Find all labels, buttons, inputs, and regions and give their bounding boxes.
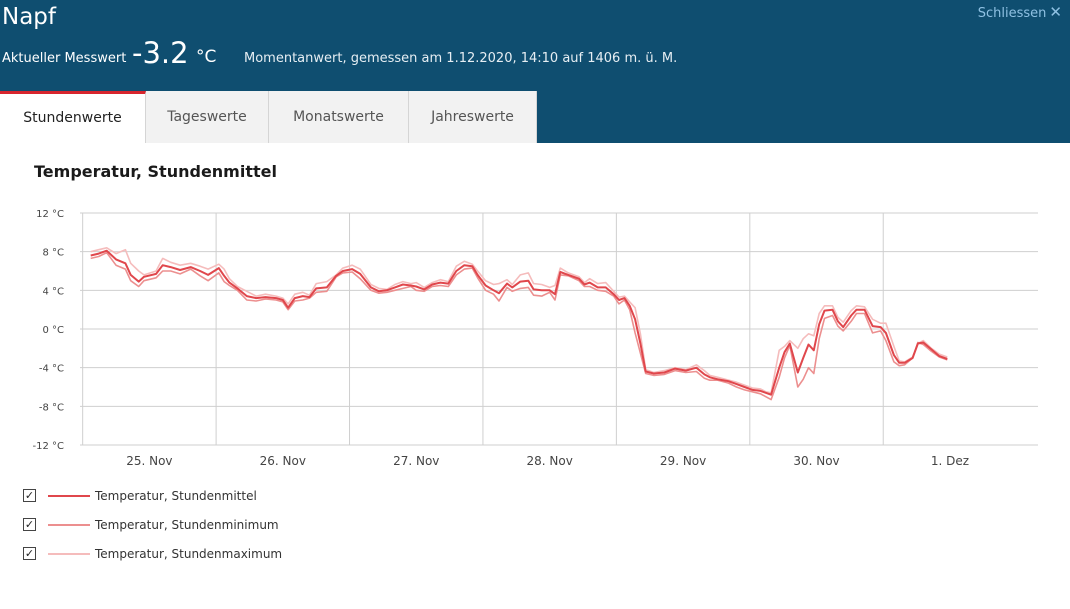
legend-checkbox-maximum[interactable]: ✓: [23, 547, 36, 560]
temperature-chart: 12 °C 8 °C 4 °C 0 °C -4 °C -8 °C -12 °C 25. Nov…: [33, 209, 1038, 468]
y-tick-label: -4 °C: [39, 364, 64, 375]
close-icon[interactable]: ✕: [1049, 3, 1062, 21]
close-button[interactable]: Schliessen ✕: [978, 4, 1062, 22]
tab-jahreswerte[interactable]: Jahreswerte: [409, 91, 537, 143]
legend-swatch-mean: [48, 495, 90, 497]
tab-tageswerte[interactable]: Tageswerte: [146, 91, 269, 143]
y-tick-label: 4 °C: [42, 286, 64, 297]
y-tick-label: 0 °C: [42, 325, 64, 336]
x-tick-label: 27. Nov: [393, 454, 439, 468]
tab-monatswerte[interactable]: Monatswerte: [269, 91, 409, 143]
current-measurement-value: -3.2: [132, 36, 189, 70]
legend-label-mean[interactable]: Temperatur, Stundenmittel: [95, 489, 257, 503]
y-tick-label: -8 °C: [39, 402, 64, 413]
legend-swatch-maximum: [48, 553, 90, 555]
current-measurement-label: Aktueller Messwert: [2, 51, 127, 66]
current-measurement-unit: °C: [196, 47, 217, 67]
legend-label-maximum[interactable]: Temperatur, Stundenmaximum: [95, 547, 283, 561]
series-line: [90, 251, 948, 401]
legend-label-minimum[interactable]: Temperatur, Stundenminimum: [95, 518, 279, 532]
x-tick-label: 26. Nov: [260, 454, 306, 468]
series-line: [90, 247, 948, 394]
legend-item-minimum[interactable]: ✓ Temperatur, Stundenminimum: [20, 515, 320, 535]
legend-item-maximum[interactable]: ✓ Temperatur, Stundenmaximum: [20, 544, 320, 564]
legend-swatch-minimum: [48, 524, 90, 526]
x-tick-label: 28. Nov: [526, 454, 572, 468]
x-tick-label: 25. Nov: [126, 454, 172, 468]
y-tick-label: 12 °C: [36, 209, 64, 220]
legend-item-mean[interactable]: ✓ Temperatur, Stundenmittel: [20, 486, 320, 506]
legend-checkbox-mean[interactable]: ✓: [23, 489, 36, 502]
tab-stundenwerte[interactable]: Stundenwerte: [0, 91, 146, 143]
y-tick-label: -12 °C: [33, 441, 65, 452]
series-line: [90, 249, 948, 396]
close-label[interactable]: Schliessen: [977, 6, 1047, 21]
y-tick-label: 8 °C: [42, 248, 64, 259]
station-name: Napf: [2, 4, 56, 30]
measurement-note: Momentanwert, gemessen am 1.12.2020, 14:…: [244, 51, 678, 66]
x-tick-label: 30. Nov: [793, 454, 839, 468]
chart-title: Temperatur, Stundenmittel: [34, 162, 277, 181]
x-tick-label: 29. Nov: [660, 454, 706, 468]
legend-checkbox-minimum[interactable]: ✓: [23, 518, 36, 531]
x-tick-label: 1. Dez: [931, 454, 969, 468]
